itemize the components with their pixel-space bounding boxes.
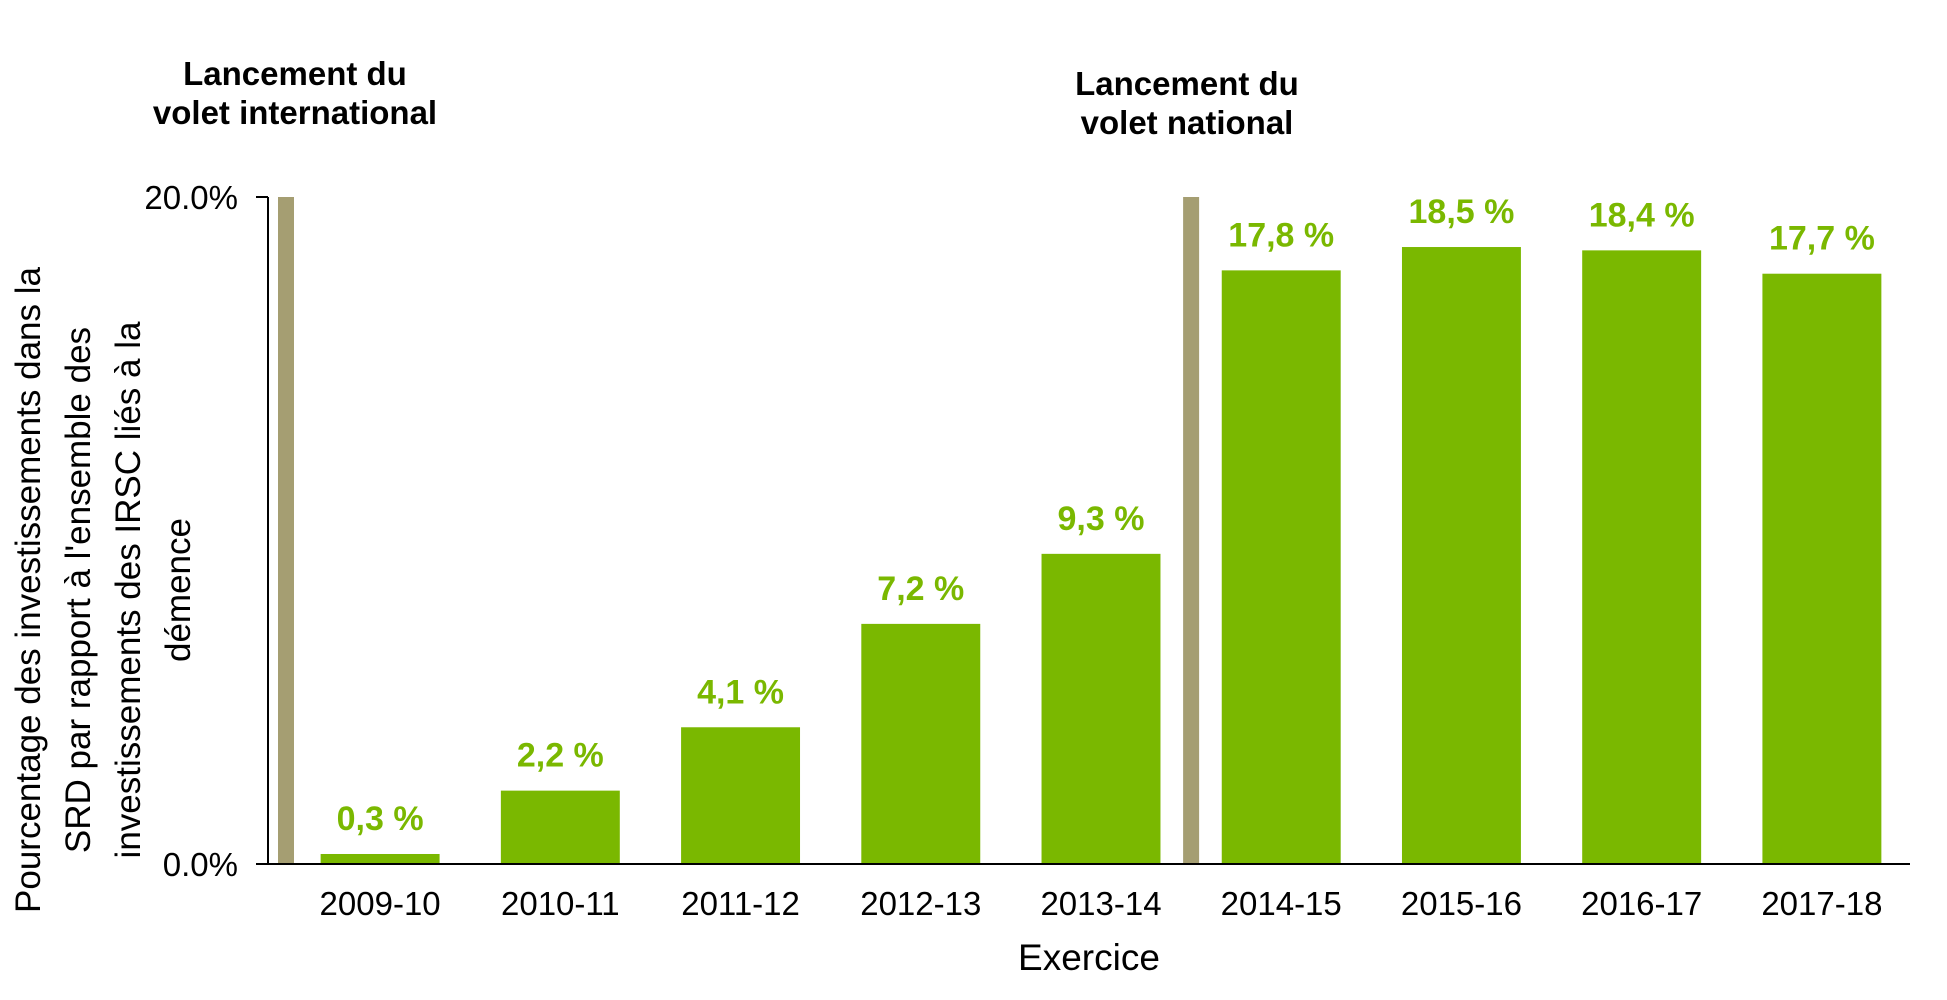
bar	[320, 853, 440, 864]
x-tick-label: 2016-17	[1581, 885, 1702, 922]
y-axis-title-line: démence	[159, 518, 198, 662]
y-ticks: 0.0% 20.0%	[144, 179, 268, 883]
value-label: 18,5 %	[1409, 193, 1515, 231]
x-tick-label: 2017-18	[1761, 885, 1882, 922]
value-label: 9,3 %	[1058, 500, 1145, 538]
bar	[500, 790, 620, 864]
y-axis-title-line: SRD par rapport à l'ensemble des	[59, 327, 98, 853]
bar	[1221, 270, 1341, 864]
x-tick-label: 2015-16	[1401, 885, 1522, 922]
x-axis-title: Exercice	[1018, 937, 1160, 978]
bar	[1041, 553, 1161, 864]
x-tick-labels: 2009-10 2010-11 2011-12 2012-13 2013-14 2014-…	[320, 885, 1883, 922]
bar	[861, 623, 981, 864]
value-label: 17,7 %	[1769, 220, 1875, 258]
bar	[1401, 247, 1521, 864]
value-label: 7,2 %	[877, 570, 964, 608]
annotation-line: Lancement du	[1075, 65, 1299, 102]
x-tick-label: 2010-11	[501, 885, 620, 922]
launch-markers	[278, 197, 1200, 864]
value-label: 0,3 %	[337, 800, 424, 838]
y-axis-title-line: Pourcentage des investissements dans la	[9, 267, 48, 913]
x-tick-label: 2013-14	[1040, 885, 1161, 922]
x-tick-label: 2009-10	[320, 885, 441, 922]
bar	[681, 727, 801, 864]
value-label: 4,1 %	[697, 673, 784, 711]
annotation-line: volet national	[1081, 104, 1294, 141]
annotation-line: Lancement du	[183, 55, 407, 92]
y-tick-label: 0.0%	[163, 846, 238, 883]
launch-marker	[278, 197, 294, 864]
value-label: 2,2 %	[517, 737, 604, 775]
x-tick-label: 2012-13	[860, 885, 981, 922]
value-label: 17,8 %	[1228, 216, 1334, 254]
value-labels: 0,3 % 2,2 % 4,1 % 7,2 % 9,3 % 17,8 % 18,5 % 18,…	[337, 193, 1875, 838]
y-axis-title-line: investissements des IRSC liés à la	[109, 321, 148, 858]
x-tick-label: 2011-12	[681, 885, 800, 922]
annotation-line: volet international	[153, 94, 437, 131]
y-axis-title: Pourcentage des investissements dans la S…	[9, 267, 198, 913]
bar	[1762, 273, 1882, 865]
value-label: 18,4 %	[1589, 196, 1695, 234]
launch-marker	[1183, 197, 1200, 864]
x-tick-label: 2014-15	[1221, 885, 1342, 922]
bar	[1582, 250, 1702, 865]
y-tick-label: 20.0%	[144, 179, 238, 216]
bars	[320, 247, 1882, 865]
